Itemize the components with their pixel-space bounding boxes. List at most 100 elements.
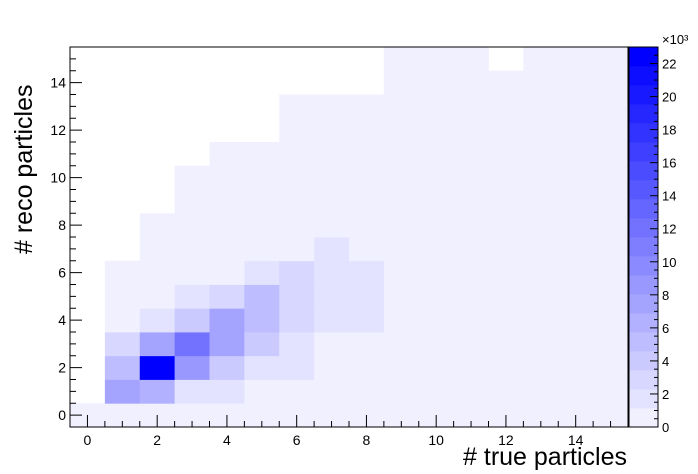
heatmap-cell (383, 284, 420, 309)
x-tick-label: 4 (223, 432, 231, 448)
heatmap-cell (279, 142, 315, 167)
heatmap-cell (174, 284, 210, 309)
heatmap-cell (453, 332, 489, 357)
heatmap-cell (453, 379, 489, 404)
heatmap-cell (383, 189, 420, 214)
colorbar-segment (629, 294, 658, 314)
heatmap-cell (174, 237, 210, 262)
colorbar-segment (629, 389, 658, 409)
heatmap-cell (558, 332, 594, 357)
heatmap-cell (418, 213, 455, 238)
x-tick-label: 2 (153, 432, 161, 448)
heatmap-cell (383, 47, 420, 72)
axes: 0 2 4 6 8 10 12 14 0 2 4 6 8 10 12 14 (50, 46, 629, 448)
heatmap-cell (453, 355, 489, 380)
colorbar-segment (629, 180, 658, 200)
heatmap-cell (523, 142, 559, 167)
heatmap-cell (488, 70, 524, 95)
heatmap-cell (523, 260, 559, 285)
heatmap-cell (349, 332, 385, 357)
heatmap-cell (174, 332, 210, 357)
heatmap-cell (209, 260, 245, 285)
colorbar-tick-label: 8 (662, 288, 669, 303)
heatmap-cell (174, 355, 210, 380)
heatmap-cell (593, 118, 629, 143)
heatmap-cell (418, 260, 455, 285)
colorbar-tick-label: 2 (662, 387, 669, 402)
colorbar: 0 2 4 6 8 10 12 14 16 18 20 22 (628, 46, 676, 435)
heatmap-cell (558, 47, 594, 72)
heatmap-cell (349, 260, 385, 285)
heatmap-cell (314, 260, 350, 285)
heatmap-cell (279, 165, 315, 190)
heatmap-cell (418, 284, 455, 309)
heatmap-cell (139, 332, 176, 357)
heatmap-cell (349, 237, 385, 262)
heatmap-cell (314, 118, 350, 143)
heatmap-cell (139, 308, 176, 333)
colorbar-segment (629, 47, 658, 67)
colorbar-tick-label: 6 (662, 321, 669, 336)
heatmap-cell (314, 165, 350, 190)
colorbar-segment (629, 142, 658, 162)
y-tick-label: 14 (50, 75, 66, 91)
heatmap-cell (523, 284, 559, 309)
heatmap-cell (314, 379, 350, 404)
colorbar-segment (629, 275, 658, 295)
x-axis-title: # true particles (463, 443, 627, 471)
heatmap-cell (349, 379, 385, 404)
heatmap-cell (244, 237, 280, 262)
heatmap-cell (383, 355, 420, 380)
heatmap-cell (279, 237, 315, 262)
heatmap-cell (593, 284, 629, 309)
heatmap-cell (174, 189, 210, 214)
heatmap-cell (209, 165, 245, 190)
colorbar-segment (629, 256, 658, 276)
heatmap-cell (523, 118, 559, 143)
heatmap-cell (558, 284, 594, 309)
heatmap-cell (418, 355, 455, 380)
heatmap-cell (139, 237, 176, 262)
heatmap-cell (418, 237, 455, 262)
heatmap-cell (453, 237, 489, 262)
heatmap-cell (488, 142, 524, 167)
colorbar-tick-label: 10 (662, 255, 676, 270)
heatmap-cell (279, 332, 315, 357)
y-tick-label: 2 (58, 360, 66, 376)
heatmap-cell (383, 142, 420, 167)
heatmap-cell (558, 94, 594, 119)
heatmap-cell (488, 118, 524, 143)
heatmap-cell (383, 237, 420, 262)
heatmap-cell (279, 260, 315, 285)
heatmap-cell (139, 379, 176, 404)
heatmap-cell (383, 213, 420, 238)
heatmap-cell (593, 260, 629, 285)
heatmap-cell (244, 189, 280, 214)
heatmap-cell (558, 189, 594, 214)
heatmap-cell (349, 165, 385, 190)
heatmap-cell (244, 213, 280, 238)
colorbar-segment (629, 104, 658, 124)
heatmap-cell (279, 189, 315, 214)
heatmap-cell (593, 308, 629, 333)
heatmap-cell (314, 355, 350, 380)
heatmap-cell (593, 379, 629, 404)
y-tick-label: 4 (58, 312, 66, 328)
heatmap-cell (244, 308, 280, 333)
heatmap-cell (383, 94, 420, 119)
heatmap-cell (349, 308, 385, 333)
x-tick-label: 0 (84, 432, 92, 448)
heatmap-cell (104, 284, 141, 309)
heatmap-cell (244, 142, 280, 167)
heatmap-cell (593, 47, 629, 72)
colorbar-tick-label: 12 (662, 222, 676, 237)
heatmap-cell (453, 94, 489, 119)
heatmap-cell (209, 213, 245, 238)
heatmap-cell (349, 213, 385, 238)
y-tick-label: 0 (58, 407, 66, 423)
heatmap-cell (453, 142, 489, 167)
heatmap-cell (244, 355, 280, 380)
heatmap-cell (558, 260, 594, 285)
heatmap-cell (104, 355, 141, 380)
y-tick-label: 8 (58, 217, 66, 233)
